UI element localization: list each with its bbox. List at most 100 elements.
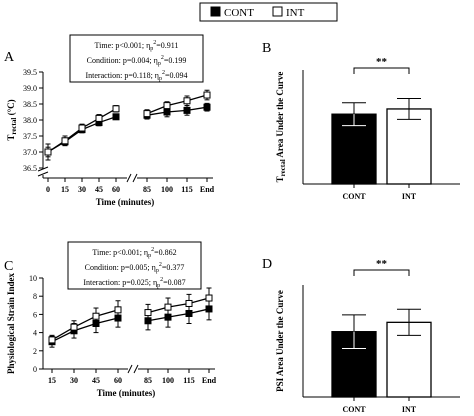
y-tick-label: 8 <box>33 292 37 301</box>
legend-box <box>199 2 338 22</box>
x-tick-label-int: INT <box>402 405 417 414</box>
significance-bracket <box>353 67 410 74</box>
legend-swatch-int <box>272 6 283 17</box>
y-tick-label: 39.5 <box>23 68 37 77</box>
x-tick-label: End <box>200 185 215 194</box>
x-tick-label: 30 <box>78 185 86 194</box>
y-tick-label: 6 <box>33 310 37 319</box>
y-tick-label: 39.0 <box>23 84 37 93</box>
x-axis-break-gap <box>128 365 138 373</box>
x-tick-label: 100 <box>161 185 173 194</box>
point-cont <box>203 103 211 111</box>
significance-bracket <box>353 269 410 276</box>
point-int <box>143 110 151 118</box>
stats-line: Time: p<0.001; ηp2=0.911 <box>95 40 179 52</box>
x-axis-break-mark <box>133 364 139 374</box>
x-axis-break-gap <box>127 174 137 182</box>
x-tick-label: 60 <box>112 185 120 194</box>
point-int <box>48 336 56 344</box>
x-tick-label-int: INT <box>402 192 417 201</box>
y-tick-label: 2 <box>33 347 37 356</box>
x-tick-label: 85 <box>144 376 152 385</box>
x-tick-label: 85 <box>143 185 151 194</box>
point-int <box>44 148 52 156</box>
x-tick-label: End <box>202 376 217 385</box>
series-line-int <box>51 309 119 341</box>
y-tick-label: 37.0 <box>23 148 37 157</box>
x-tick-label: 15 <box>61 185 69 194</box>
y-axis-break-mark <box>37 171 49 177</box>
point-int <box>185 299 193 307</box>
x-axis-label: Time (minutes) <box>96 197 155 207</box>
x-tick-label-cont: CONT <box>342 405 366 414</box>
panel-b-bar-chart: CONT INT ** Trectal Area Under the Curve <box>275 56 460 201</box>
y-tick-label: 38.0 <box>23 116 37 125</box>
panel-letter-b: B <box>262 41 271 56</box>
series-line-int <box>147 297 210 314</box>
point-int <box>92 312 100 320</box>
x-axis-break-mark <box>126 173 132 183</box>
y-tick-label: 38.5 <box>23 100 37 109</box>
stats-box <box>69 34 204 83</box>
y-tick-label: 37.5 <box>23 132 37 141</box>
point-int <box>164 303 172 311</box>
y-tick-label: 10 <box>29 274 37 283</box>
x-tick-label: 45 <box>92 376 100 385</box>
y-axis-break-mark <box>37 166 49 172</box>
point-int <box>114 306 122 314</box>
x-axis-break-mark <box>132 173 138 183</box>
point-int <box>144 309 152 317</box>
series-line-cont <box>47 116 117 153</box>
y-tick-label: 0 <box>33 365 37 374</box>
y-axis-label: Trectal (°C) <box>6 99 18 140</box>
point-int <box>78 124 86 132</box>
panel-letter-d: D <box>262 257 272 272</box>
x-tick-label: 0 <box>46 185 50 194</box>
point-int <box>95 114 103 122</box>
stats-box <box>67 241 202 290</box>
point-int <box>203 91 211 99</box>
stats-line: Interaction: p=0.118; ηp2=0.094 <box>85 70 187 82</box>
stats-line: Time: p<0.001; ηp2=0.862 <box>92 247 176 259</box>
point-int <box>163 102 171 110</box>
series-line-cont <box>51 317 119 343</box>
point-cont <box>112 113 120 121</box>
legend: CONT INT <box>199 2 338 22</box>
x-tick-label: 30 <box>70 376 78 385</box>
x-axis-label: Time (minutes) <box>97 388 156 398</box>
point-int <box>183 97 191 105</box>
panel-letter-c: C <box>4 259 13 274</box>
panel-letter-a: A <box>4 50 15 65</box>
series-line-int <box>146 94 208 115</box>
y-tick-label: 36.5 <box>23 164 37 173</box>
significance-marker: ** <box>376 258 388 270</box>
panel-a-line-chart: 36.5 37.0 37.5 38.0 38.5 39.0 39.5 0 15 30 45 60 85 1… <box>6 34 215 207</box>
point-int <box>70 323 78 331</box>
legend-label-int: INT <box>286 7 305 19</box>
x-tick-label-cont: CONT <box>342 192 366 201</box>
panel-c-line-chart: 0 2 4 6 8 10 15 30 45 60 85 100 115 End Time (minutes)… <box>6 241 217 398</box>
x-tick-label: 15 <box>48 376 56 385</box>
significance-marker: ** <box>376 56 388 68</box>
y-axis-label: PSI Area Under the Curve <box>275 290 285 392</box>
series-line-cont <box>146 106 208 116</box>
point-int <box>112 105 120 113</box>
stats-line: Interaction: p=0.025; ηp2=0.087 <box>83 277 185 289</box>
y-axis-label: Trectal Area Under the Curve <box>275 72 287 183</box>
panel-d-bar-chart: CONT INT ** PSI Area Under the Curve <box>275 258 460 414</box>
legend-label-cont: CONT <box>224 7 254 19</box>
bar-int <box>386 108 432 185</box>
y-axis-break-gap <box>38 169 48 175</box>
point-int <box>205 294 213 302</box>
point-int <box>61 137 69 145</box>
y-tick-label: 4 <box>33 329 37 338</box>
legend-swatch-cont <box>210 6 221 17</box>
x-axis-break-mark <box>127 364 133 374</box>
point-cont <box>183 106 191 114</box>
x-tick-label: 60 <box>114 376 122 385</box>
x-tick-label: 45 <box>95 185 103 194</box>
x-tick-label: 115 <box>183 376 195 385</box>
series-line-cont <box>147 308 210 322</box>
y-axis-label: Physiological Strain Index <box>6 272 16 374</box>
